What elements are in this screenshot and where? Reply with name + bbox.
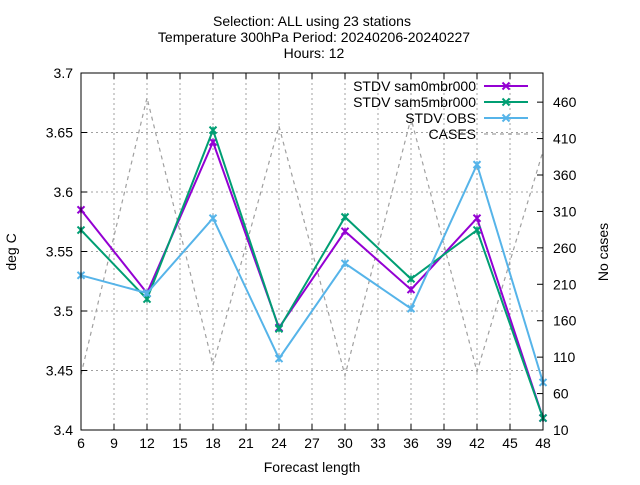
series-layer — [76, 97, 548, 423]
x-tick-label: 27 — [304, 435, 320, 451]
y-tick-label: 3.45 — [46, 363, 73, 379]
x-tick-label: 18 — [205, 435, 221, 451]
x-tick-label: 33 — [370, 435, 386, 451]
series-line-0 — [80, 139, 544, 419]
y2-tick-label: 460 — [553, 94, 577, 110]
y-tick-label: 3.6 — [54, 184, 74, 200]
data-point — [472, 213, 482, 223]
legend-marker — [501, 81, 511, 91]
y2-axis-label: No cases — [595, 223, 611, 281]
y2-tick-label: 260 — [553, 240, 577, 256]
y2-tick-label: 110 — [553, 349, 576, 365]
chart-title-line-1: Selection: ALL using 23 stations — [213, 13, 411, 29]
data-point — [274, 354, 284, 363]
data-point — [340, 259, 350, 268]
x-tick-label: 24 — [271, 435, 287, 451]
data-point — [142, 288, 152, 298]
chart-title-line-3: Hours: 12 — [284, 45, 345, 61]
y2-tick-label: 210 — [553, 276, 577, 292]
data-point — [406, 274, 416, 284]
data-point — [472, 160, 482, 169]
chart-title-line-2: Temperature 300hPa Period: 20240206-2024… — [158, 29, 470, 45]
y-tick-label: 3.7 — [54, 65, 74, 81]
y2-tick-label: 410 — [553, 131, 577, 147]
y-axis-label: deg C — [3, 233, 19, 270]
y2-tick-label: 310 — [553, 203, 577, 219]
legend-label-0: STDV sam0mbr000 — [353, 78, 476, 94]
x-tick-label: 45 — [502, 435, 518, 451]
legend-marker — [501, 113, 511, 123]
x-tick-label: 21 — [238, 435, 254, 451]
data-point — [406, 304, 416, 313]
x-tick-label: 30 — [337, 435, 353, 451]
y2-tick-label: 160 — [553, 313, 577, 329]
y-tick-label: 3.4 — [54, 422, 74, 438]
data-point — [274, 324, 284, 334]
y-tick-label: 3.55 — [46, 244, 73, 260]
x-tick-label: 39 — [436, 435, 452, 451]
series-line-2 — [80, 161, 544, 383]
data-point — [472, 225, 482, 235]
x-tick-label: 6 — [77, 435, 85, 451]
data-point — [340, 227, 350, 236]
y2-tick-label: 10 — [553, 422, 569, 438]
legend-marker — [501, 97, 511, 107]
data-point — [208, 125, 218, 135]
x-tick-label: 42 — [469, 435, 485, 451]
x-tick-label: 9 — [110, 435, 118, 451]
x-tick-label: 36 — [403, 435, 419, 451]
series-line-3 — [80, 97, 544, 378]
data-point — [340, 212, 350, 222]
legend-label-2: STDV OBS — [405, 110, 476, 126]
y-tick-label: 3.65 — [46, 125, 73, 141]
x-tick-label: 48 — [535, 435, 551, 451]
legend-label-3: CASES — [429, 126, 476, 142]
series-line-1 — [80, 127, 544, 419]
x-tick-label: 12 — [139, 435, 155, 451]
x-axis-label: Forecast length — [264, 459, 361, 475]
data-point — [406, 285, 416, 294]
y2-tick-label: 360 — [553, 167, 577, 183]
data-point — [208, 213, 218, 223]
legend-label-1: STDV sam5mbr000 — [353, 94, 476, 110]
y2-tick-label: 60 — [553, 386, 569, 402]
x-tick-label: 15 — [172, 435, 188, 451]
y-tick-label: 3.5 — [54, 303, 74, 319]
axes: 6 9 12 15 18 21 24 27 30 33 36 39 42 45 48 3.4 3.45 3.5 3.… — [46, 65, 577, 451]
